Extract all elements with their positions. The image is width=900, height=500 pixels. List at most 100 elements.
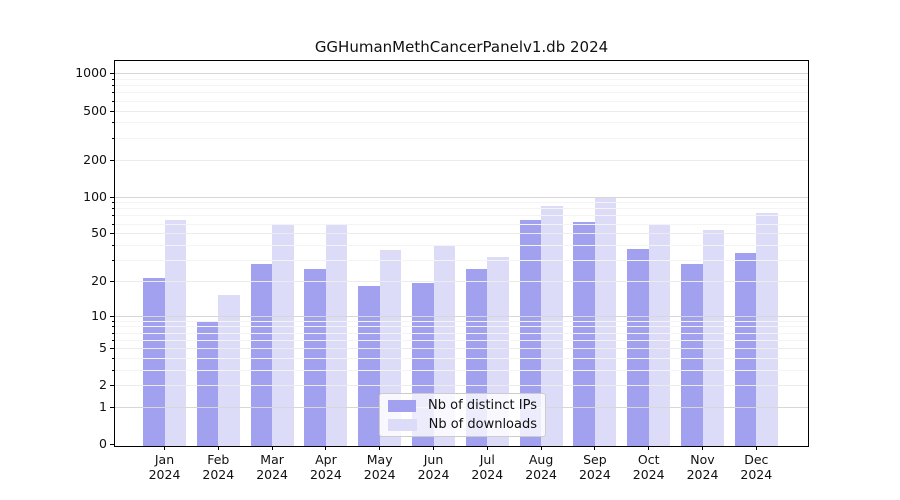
x-tick-label: Oct 2024	[632, 452, 665, 482]
y-tick	[110, 348, 114, 350]
x-tick-label: May 2024	[363, 452, 396, 482]
y-tick-label: 50	[91, 225, 107, 241]
x-tick	[164, 446, 165, 450]
bar-downloads	[325, 225, 348, 446]
x-tick-label: Jun 2024	[417, 452, 450, 482]
legend-label-distinct-ips: Nb of distinct IPs	[428, 398, 537, 413]
y-gridline-minor	[115, 137, 808, 139]
x-tick-label: Feb 2024	[202, 452, 235, 482]
y-tick-minor	[112, 369, 114, 371]
bar-downloads	[702, 230, 724, 446]
y-gridline-minor	[115, 369, 808, 371]
x-tick	[379, 446, 381, 450]
y-gridline-minor	[115, 92, 808, 94]
bar-distinct-ips	[143, 278, 165, 446]
y-tick-minor	[112, 85, 114, 87]
bar-distinct-ips	[573, 221, 595, 446]
bar-distinct-ips	[196, 320, 219, 446]
x-tick	[594, 446, 596, 450]
y-gridline-minor	[115, 244, 808, 246]
y-tick-minor	[112, 339, 114, 341]
y-tick-label: 20	[91, 272, 107, 288]
y-tick-minor	[112, 92, 114, 94]
y-gridline	[115, 73, 808, 75]
y-gridline	[115, 233, 808, 235]
y-tick-label: 0	[99, 436, 107, 452]
y-tick-label: 1	[99, 399, 107, 415]
legend-row-distinct-ips: Nb of distinct IPs	[388, 398, 537, 413]
x-tick	[325, 446, 327, 450]
bar-distinct-ips	[734, 253, 757, 446]
y-gridline-minor	[115, 202, 808, 204]
bar-distinct-ips	[250, 263, 273, 446]
x-tick	[755, 446, 757, 450]
x-tick-label: Dec 2024	[740, 452, 773, 482]
y-tick-label: 5	[99, 340, 107, 356]
y-tick-minor	[112, 79, 114, 80]
y-tick	[110, 159, 114, 161]
x-tick	[486, 446, 488, 450]
bar-downloads	[756, 212, 778, 446]
y-tick-label: 100	[83, 188, 107, 204]
x-tick-label: Apr 2024	[309, 452, 342, 482]
y-tick	[110, 315, 114, 317]
y-gridline-minor	[115, 259, 808, 261]
legend: Nb of distinct IPs Nb of downloads	[379, 393, 546, 437]
y-tick	[110, 73, 114, 75]
y-tick-label: 500	[83, 102, 107, 118]
y-gridline-minor	[115, 320, 808, 322]
y-gridline-minor	[115, 208, 808, 210]
bar-distinct-ips	[358, 286, 380, 446]
y-tick-minor	[112, 259, 114, 261]
y-tick-label: 10	[91, 307, 107, 323]
chart-title: GGHumanMethCancerPanelv1.db 2024	[314, 38, 609, 56]
y-tick-label: 2	[99, 377, 107, 393]
y-gridline	[115, 196, 808, 198]
y-tick-minor	[112, 202, 114, 204]
legend-swatch-distinct-ips	[388, 399, 417, 412]
y-gridline-minor	[115, 339, 808, 341]
y-tick-minor	[112, 137, 114, 139]
y-gridline-minor	[115, 79, 808, 80]
y-gridline	[115, 159, 808, 161]
y-gridline-minor	[115, 326, 808, 328]
x-tick	[648, 446, 650, 450]
y-gridline	[115, 315, 808, 317]
legend-row-downloads: Nb of downloads	[388, 417, 537, 432]
y-tick	[110, 407, 114, 409]
y-tick-minor	[112, 100, 114, 102]
x-tick-label: Aug 2024	[525, 452, 557, 482]
bar-distinct-ips	[627, 249, 649, 446]
legend-swatch-downloads	[388, 418, 417, 431]
y-tick-minor	[112, 320, 114, 322]
bar-downloads	[648, 223, 671, 446]
y-gridline-minor	[115, 122, 808, 124]
x-tick	[271, 446, 273, 450]
y-tick-minor	[112, 122, 114, 124]
y-gridline-minor	[115, 100, 808, 102]
plot-area	[114, 60, 809, 447]
y-tick	[110, 196, 114, 198]
y-gridline-minor	[115, 85, 808, 87]
bar-distinct-ips	[681, 263, 703, 446]
x-tick	[540, 446, 542, 450]
y-gridline	[115, 280, 808, 282]
y-gridline	[115, 385, 808, 387]
y-gridline-minor	[115, 215, 808, 217]
y-tick-minor	[112, 326, 114, 328]
y-tick-minor	[112, 357, 114, 359]
y-gridline	[115, 110, 808, 112]
y-tick-label: 200	[83, 151, 107, 167]
y-tick-minor	[112, 244, 114, 246]
y-gridline-minor	[115, 357, 808, 359]
y-tick	[110, 110, 114, 112]
y-tick-minor	[112, 215, 114, 217]
x-tick-label: Jan 2024	[148, 452, 181, 482]
y-gridline-minor	[115, 332, 808, 334]
bar-distinct-ips	[304, 269, 326, 446]
y-tick-minor	[112, 223, 114, 225]
x-tick-label: Mar 2024	[256, 452, 288, 482]
y-tick	[110, 233, 114, 235]
x-tick-label: Jul 2024	[471, 452, 504, 482]
